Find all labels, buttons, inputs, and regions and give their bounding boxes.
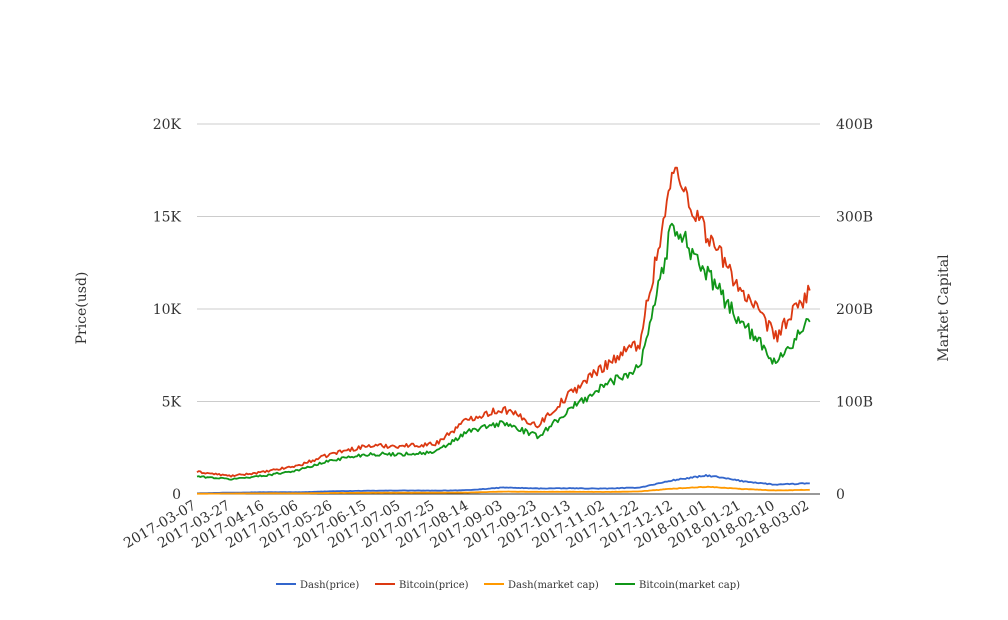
right-tick-label: 200B (836, 302, 873, 318)
legend-entry: Dash(market cap) (508, 580, 599, 591)
series-layer (196, 166, 811, 495)
legend: Dash(price) Bitcoin(price) Dash(market cap… (276, 580, 740, 591)
left-tick-label: 5K (162, 395, 182, 411)
left-tick-label: 10K (153, 302, 182, 318)
x-axis: 2017-03-072017-03-272017-04-162017-05-06… (121, 498, 812, 552)
legend-entry: Dash(price) (300, 580, 359, 591)
legend-entry: Bitcoin(price) (399, 580, 469, 591)
gridlines (197, 123, 820, 495)
right-y-axis: 0 100B 200B 300B 400B (836, 117, 873, 503)
legend-entry: Bitcoin(market cap) (639, 580, 740, 591)
right-axis-title: Market Capital (936, 254, 952, 362)
left-y-axis: 0 5K 10K 15K 20K (153, 117, 182, 503)
right-tick-label: 0 (836, 487, 845, 503)
left-tick-label: 20K (153, 117, 182, 133)
right-tick-label: 100B (836, 395, 873, 411)
right-tick-label: 300B (836, 210, 873, 226)
series-line-2 (197, 485, 810, 495)
left-tick-label: 0 (172, 487, 181, 503)
series-line-1 (196, 166, 811, 478)
left-tick-label: 15K (153, 210, 182, 226)
right-tick-label: 400B (836, 117, 873, 133)
series-line-0 (197, 474, 810, 495)
series-line-3 (196, 222, 811, 481)
left-axis-title: Price(usd) (74, 272, 90, 345)
